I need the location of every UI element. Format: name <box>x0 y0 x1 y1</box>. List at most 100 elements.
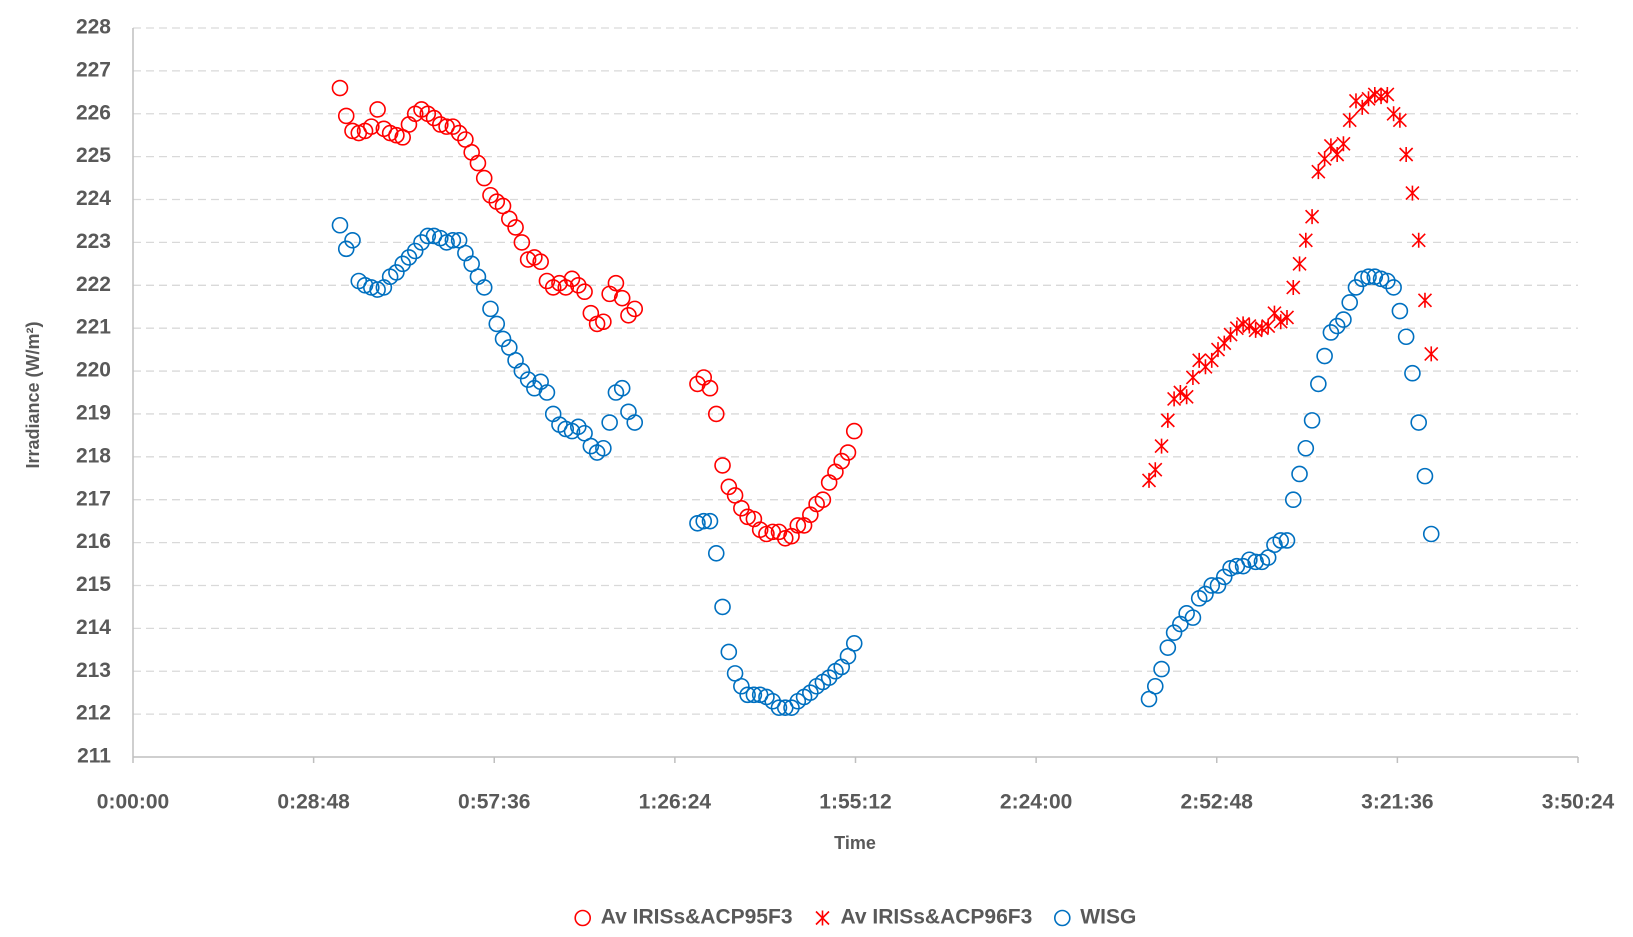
point <box>1286 279 1301 295</box>
legend: Av IRISs&ACP95F3 Av IRISs&ACP96F3 WISG <box>574 906 1136 929</box>
point <box>475 279 493 296</box>
x-tick-label: 1:55:12 <box>819 791 891 814</box>
point <box>607 274 625 292</box>
point <box>802 684 819 701</box>
point <box>538 384 556 401</box>
point <box>507 352 524 369</box>
point <box>1278 532 1296 549</box>
point <box>1284 491 1302 509</box>
point <box>1292 256 1307 272</box>
y-tick-label: 220 <box>76 359 111 382</box>
point <box>532 253 549 271</box>
y-tick-label: 213 <box>76 659 111 682</box>
point <box>526 379 543 397</box>
point <box>1185 369 1200 385</box>
point <box>739 686 756 704</box>
series <box>1141 86 1439 488</box>
point <box>770 699 788 716</box>
point <box>1310 375 1327 393</box>
point <box>513 234 531 251</box>
point <box>1261 318 1276 334</box>
x-tick-label: 0:00:00 <box>97 791 169 814</box>
point <box>344 231 361 249</box>
point <box>563 270 581 288</box>
legend-marker <box>574 909 592 927</box>
point <box>419 227 437 245</box>
point <box>469 268 487 286</box>
point <box>1391 302 1409 320</box>
point <box>1153 660 1170 678</box>
point <box>363 118 380 135</box>
y-tick-label: 228 <box>76 16 111 39</box>
point <box>1242 318 1257 334</box>
point <box>1380 86 1395 102</box>
point <box>1272 532 1290 549</box>
y-tick-label: 227 <box>76 58 111 81</box>
point <box>1335 311 1352 328</box>
legend-marker <box>815 910 830 926</box>
point <box>714 598 731 616</box>
point <box>406 242 424 260</box>
point <box>331 216 349 234</box>
point <box>720 478 738 496</box>
point <box>1154 438 1169 454</box>
x-tick-label: 0:28:48 <box>277 791 350 814</box>
point <box>1229 320 1244 336</box>
point <box>1209 577 1227 594</box>
point <box>507 219 524 236</box>
point <box>1305 209 1320 225</box>
legend-label: Av IRISs&ACP95F3 <box>601 906 793 929</box>
point <box>1411 232 1426 248</box>
point <box>733 499 750 517</box>
x-tick-label: 2:52:48 <box>1181 791 1254 814</box>
point <box>845 635 863 652</box>
point <box>425 109 443 127</box>
point <box>714 457 731 474</box>
point <box>1311 164 1326 180</box>
point <box>1328 317 1346 335</box>
point <box>613 379 631 397</box>
point <box>783 699 800 716</box>
point <box>1146 677 1164 695</box>
point <box>1267 305 1282 321</box>
point <box>626 300 644 318</box>
point <box>1385 279 1402 296</box>
point <box>1291 465 1308 483</box>
point <box>707 545 725 562</box>
point <box>1347 279 1365 296</box>
point <box>519 371 537 388</box>
point <box>488 315 506 333</box>
point <box>1417 292 1433 308</box>
point <box>1247 553 1264 571</box>
point <box>1148 462 1163 478</box>
point <box>1379 272 1396 290</box>
x-tick-label: 1:26:24 <box>639 791 712 814</box>
point <box>1160 412 1175 428</box>
x-tick-label: 3:21:36 <box>1361 791 1433 814</box>
point <box>1397 328 1415 346</box>
point <box>820 669 838 686</box>
point <box>695 369 713 386</box>
point <box>1316 347 1333 365</box>
point <box>1361 91 1376 107</box>
point <box>613 289 631 307</box>
point <box>820 474 838 491</box>
point <box>1279 309 1295 325</box>
point <box>620 307 637 324</box>
point <box>1197 585 1214 603</box>
y-tick-label: 218 <box>76 444 111 467</box>
point <box>720 643 738 661</box>
y-tick-label: 223 <box>76 230 111 253</box>
y-tick-label: 222 <box>76 273 111 296</box>
point <box>444 118 462 135</box>
point <box>770 523 788 541</box>
point <box>482 300 499 318</box>
point <box>582 437 600 455</box>
series <box>331 79 863 547</box>
point <box>1203 577 1221 594</box>
point <box>394 255 411 273</box>
point <box>569 418 587 436</box>
point <box>839 444 857 461</box>
point <box>501 210 518 228</box>
point <box>1179 389 1194 405</box>
